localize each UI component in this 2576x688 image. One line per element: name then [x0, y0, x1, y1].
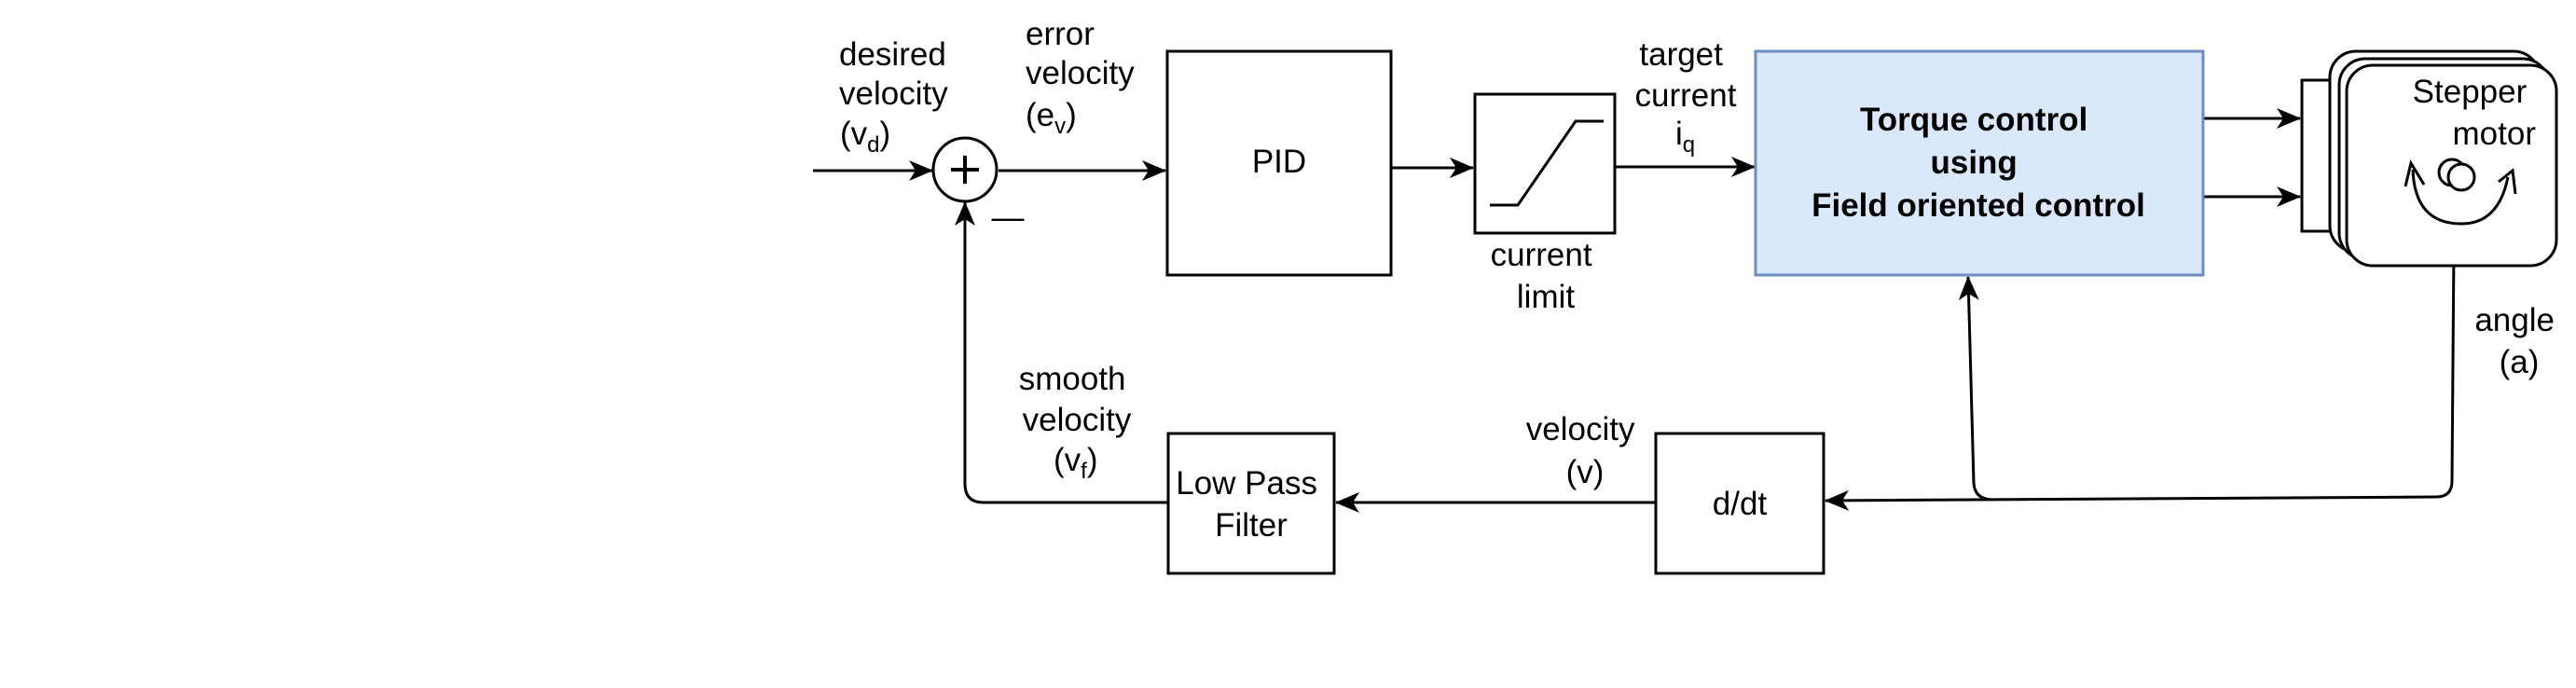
foc-block: Torque control using Field oriented cont…	[1754, 49, 2205, 277]
smooth-velocity-symbol: (vf)	[1054, 442, 1097, 484]
desired-velocity-symbol: (vd)	[840, 116, 890, 158]
plus-in-circle-icon	[951, 156, 979, 184]
lpf-to-sum-arrow	[955, 201, 1167, 504]
smooth-velocity-label: smooth velocity	[1019, 361, 1136, 438]
velocity-label: velocity (v)	[1526, 411, 1644, 490]
current-limit-block	[1473, 92, 1617, 235]
ddt-label: d/dt	[1713, 486, 1768, 522]
target-current-symbol: iq	[1675, 116, 1695, 158]
ddt-block: d/dt	[1654, 432, 1825, 575]
angle-to-foc-arrow	[1958, 276, 1994, 502]
summing-junction	[931, 136, 999, 203]
error-velocity-label: error velocity	[1026, 16, 1135, 91]
angle-label: angle (a)	[2474, 302, 2563, 380]
desired-velocity-label: desired velocity	[839, 36, 956, 112]
pid-label: PID	[1252, 144, 1306, 180]
angle-feedback-line	[1825, 244, 2456, 511]
lpf-label: Low Pass Filter	[1176, 465, 1326, 544]
saturation-curve-icon	[1490, 119, 1604, 207]
pid-block: PID	[1165, 49, 1393, 277]
foc-label: Torque control using Field oriented cont…	[1811, 102, 2145, 224]
target-current-label: target current	[1635, 36, 1737, 114]
stepper-motor-label: Stepper motor	[2413, 74, 2537, 152]
curved-double-arrow-icon	[2404, 158, 2517, 226]
lpf-block: Low Pass Filter	[1166, 432, 1336, 575]
stepper-motor: Stepper motor	[2300, 49, 2558, 268]
current-limit-label: current limit	[1491, 237, 1602, 315]
minus-sign: —	[992, 200, 1025, 236]
error-velocity-symbol: (ev)	[1026, 97, 1077, 139]
